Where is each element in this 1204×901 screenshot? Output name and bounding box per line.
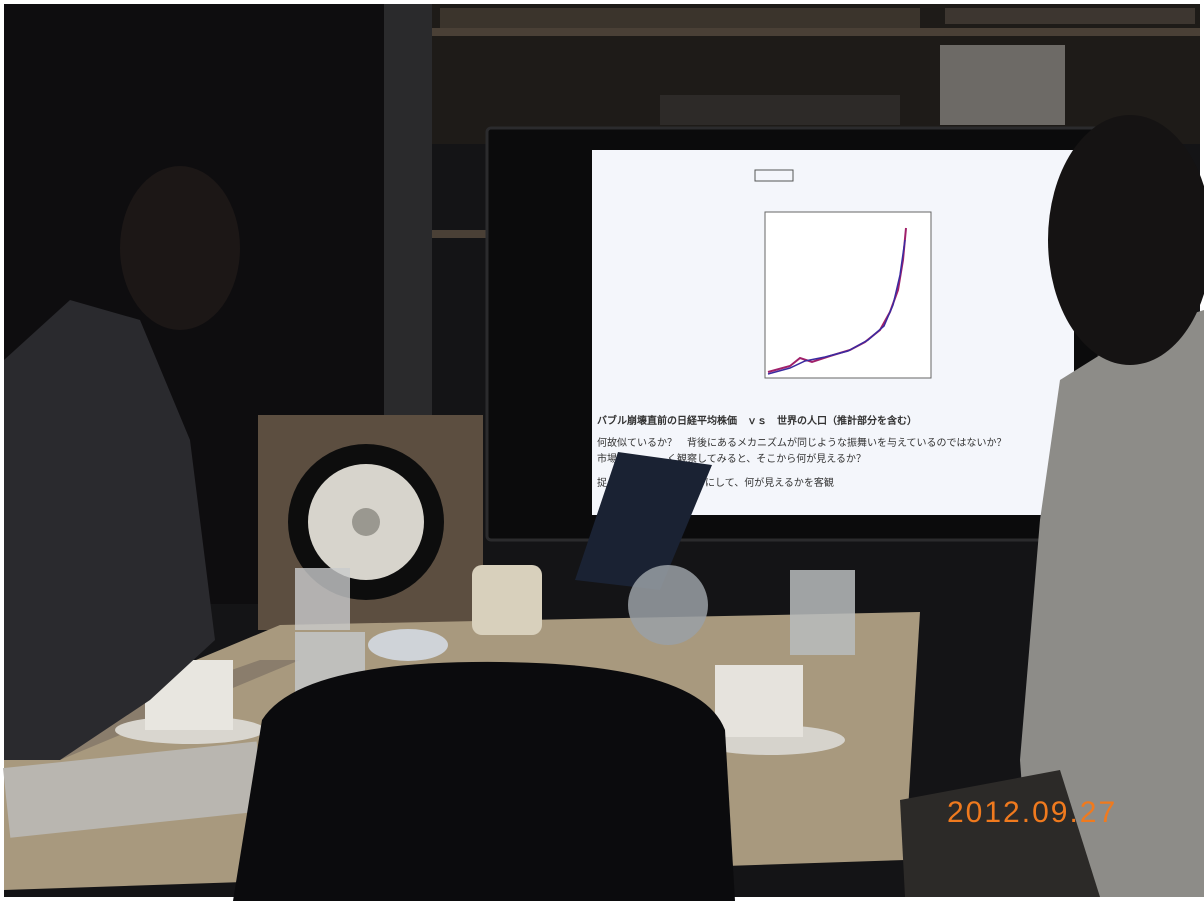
slide-text: 何故似ているか？ 背後にあるメカニズムが同じような振舞いを与えているのではないか… (597, 436, 1007, 449)
slide-text: 捉 (597, 476, 607, 489)
glass (295, 568, 350, 630)
mouse (368, 629, 448, 661)
page: {"photo": { "date_stamp": "2012.09.27", … (0, 0, 1204, 901)
pillar (384, 4, 432, 424)
shelf (432, 28, 1200, 36)
person-left-head (120, 166, 240, 330)
chair (233, 662, 735, 901)
cup (472, 565, 542, 635)
slide-heading: バブル崩壊直前の日経平均株価 ｖｓ 世界の人口（推計部分を含む） (597, 414, 917, 427)
books (660, 95, 900, 125)
shelf (432, 230, 487, 238)
lamp-globe (628, 565, 708, 645)
date-stamp: 2012.09.27 (947, 796, 1117, 829)
books (440, 8, 920, 28)
photo: バブル崩壊直前の日経平均株価 ｖｓ 世界の人口（推計部分を含む） 何故似ているか… (0, 0, 1204, 901)
books (945, 8, 1195, 24)
cup (715, 665, 803, 737)
papers (940, 45, 1065, 125)
glass (790, 570, 855, 655)
speaker-cap (352, 508, 380, 536)
slide-text: わしにして、何が見えるかを客観 (685, 476, 834, 489)
